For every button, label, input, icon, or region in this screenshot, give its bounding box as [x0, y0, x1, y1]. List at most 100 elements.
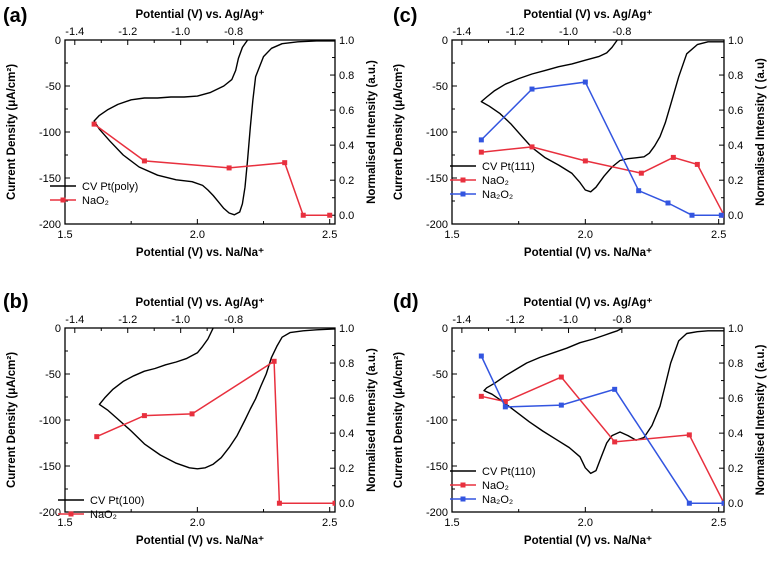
y-tick-label: -200 [39, 507, 61, 519]
y-tick-label: -50 [432, 81, 448, 93]
data-point [638, 170, 644, 176]
y-tick-label: -50 [45, 369, 61, 381]
y2-tick-label: 0.4 [728, 140, 743, 152]
x2-axis-label: Potential (V) vs. Ag/Ag⁺ [524, 9, 653, 21]
y-tick-label: -50 [45, 81, 61, 93]
y-tick-label: -200 [426, 507, 448, 519]
plot-area [478, 40, 724, 218]
legend-label: NaO₂ [82, 195, 109, 207]
data-point [271, 358, 277, 364]
x-tick-label: 1.5 [57, 517, 72, 529]
y-axis-label: Current Density (μA/cm²) [6, 64, 18, 200]
x-axis-label: Potential (V) vs. Na/Na⁺ [136, 535, 264, 547]
cv-curve [93, 40, 335, 216]
legend-label: Na₂O₂ [482, 189, 513, 201]
data-point [141, 413, 147, 419]
data-point [94, 434, 100, 440]
data-point [282, 160, 288, 166]
data-point [636, 188, 642, 194]
data-point [686, 432, 692, 438]
data-point [189, 411, 195, 417]
series-line-1 [480, 355, 724, 504]
cv-curve [480, 40, 724, 193]
data-point [332, 500, 335, 506]
y2-tick-label: 0.4 [339, 428, 354, 440]
data-point [276, 500, 282, 506]
y-tick-label: 0 [55, 35, 61, 47]
y2-tick-label: 0.0 [339, 210, 354, 222]
x-axis-label: Potential (V) vs. Na/Na⁺ [136, 247, 264, 259]
panel-label: (a) [3, 5, 27, 27]
x2-tick-label: -1.2 [506, 314, 525, 326]
x2-tick-label: -1.4 [452, 314, 471, 326]
cv-curve [98, 328, 335, 470]
x2-tick-label: -1.2 [118, 314, 137, 326]
y2-tick-label: 0.2 [339, 463, 354, 475]
panel-label: (b) [3, 291, 29, 313]
x-tick-label: 2.0 [578, 517, 593, 529]
x2-tick-label: -1.4 [452, 26, 471, 38]
y2-axis-label: Normalised Intensity (a.u.) [366, 348, 378, 492]
data-point [226, 165, 232, 171]
panel-label: (c) [393, 5, 417, 27]
chart-panel-1: 1.5 2.0 2.5 -1.4 -1.2 -1.0 -0.8 0 -50 -100 -150 -20… [3, 291, 378, 547]
x2-tick-label: -1.4 [65, 26, 84, 38]
y-tick-label: 0 [442, 323, 448, 335]
data-point [478, 353, 484, 359]
y-tick-label: -200 [39, 219, 61, 231]
y2-tick-label: 0.2 [728, 175, 743, 187]
y2-tick-label: 0.8 [339, 358, 354, 370]
data-point [612, 439, 618, 445]
y-tick-label: -100 [39, 415, 61, 427]
y2-tick-label: 0.8 [728, 358, 743, 370]
x-tick-label: 2.0 [190, 229, 205, 241]
y2-tick-label: 0.0 [339, 498, 354, 510]
x2-axis-label: Potential (V) vs. Ag/Ag⁺ [136, 9, 265, 21]
y-axis-label: Current Density (μA/cm²) [6, 352, 18, 488]
x2-tick-label: -1.0 [559, 26, 578, 38]
data-point [91, 121, 97, 127]
x2-tick-label: -0.8 [224, 314, 243, 326]
x2-tick-label: -1.4 [65, 314, 84, 326]
legend-label: Na₂O₂ [482, 494, 513, 506]
x-tick-label: 2.5 [711, 517, 726, 529]
legend-marker [460, 496, 466, 502]
data-point [502, 404, 508, 410]
x-tick-label: 1.5 [57, 229, 72, 241]
data-point [478, 393, 484, 399]
x2-tick-label: -1.2 [506, 26, 525, 38]
y-tick-label: 0 [55, 323, 61, 335]
plot-area [94, 328, 335, 506]
data-point [478, 149, 484, 155]
data-point [689, 212, 695, 218]
y-tick-label: -150 [39, 461, 61, 473]
x2-tick-label: -1.0 [171, 314, 190, 326]
data-point [327, 212, 333, 218]
data-point [558, 402, 564, 408]
y2-axis-label: Normalised Intensity ( (a.u) [755, 58, 767, 206]
y2-axis-label: Normalised Intensity (a.u.) [366, 60, 378, 204]
data-point [582, 158, 588, 164]
y2-tick-label: 0.4 [339, 140, 354, 152]
data-point [670, 154, 676, 160]
y2-tick-label: 0.6 [339, 105, 354, 117]
series-line-0 [481, 376, 724, 504]
x-axis-label: Potential (V) vs. Na/Na⁺ [524, 535, 652, 547]
y2-tick-label: 0.2 [728, 463, 743, 475]
x-tick-label: 2.5 [322, 229, 337, 241]
data-point [665, 200, 671, 206]
data-point [721, 500, 724, 506]
y2-tick-label: 1.0 [339, 323, 354, 335]
plot-frame [64, 327, 336, 513]
x2-tick-label: -0.8 [612, 26, 631, 38]
x-tick-label: 1.5 [444, 229, 459, 241]
legend: CV Pt(poly) NaO₂ [50, 181, 138, 207]
y-tick-label: -100 [426, 127, 448, 139]
y2-tick-label: 0.6 [339, 393, 354, 405]
y-tick-label: -100 [39, 127, 61, 139]
legend: CV Pt(111) NaO₂ Na₂O₂ [450, 161, 535, 201]
y2-axis-label: Normalised Intensity ( (a.u.) [755, 344, 767, 495]
legend-label: NaO₂ [482, 175, 509, 187]
y2-tick-label: 1.0 [728, 323, 743, 335]
chart-panel-2: 1.5 2.0 2.5 -1.4 -1.2 -1.0 -0.8 0 -50 -100 -150 -20… [393, 5, 767, 259]
